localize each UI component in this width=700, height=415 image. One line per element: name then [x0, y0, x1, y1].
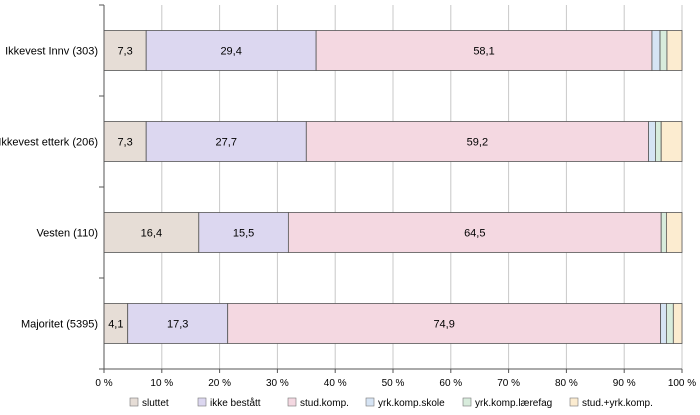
bar-segment [660, 303, 667, 344]
bar-segment [103, 212, 200, 253]
bar-segment [660, 212, 667, 253]
bar-segment [227, 303, 662, 344]
legend-label: yrk.komp.lærefag [475, 398, 552, 409]
legend-label: sluttet [142, 398, 169, 409]
bar-segment [660, 121, 683, 162]
x-tick-label: 100 % [668, 378, 696, 389]
category-label: Vesten (110) [36, 228, 98, 240]
bar-segment [127, 303, 229, 344]
x-tick-label: 70 % [497, 378, 520, 389]
bar-segment [659, 30, 668, 71]
legend-swatch [129, 397, 139, 407]
data-label: 59,2 [467, 137, 488, 149]
data-label: 64,5 [464, 228, 485, 240]
x-tick-label: 20 % [208, 378, 231, 389]
category-label: Ikkevest Innv (303) [5, 46, 98, 58]
bar-segment [666, 30, 683, 71]
x-tick-label: 30 % [266, 378, 289, 389]
x-tick-label: 0 % [95, 378, 112, 389]
bar-segment [198, 212, 289, 253]
data-label: 4,1 [108, 319, 123, 331]
bar-segment [305, 121, 649, 162]
bar-segment [315, 30, 653, 71]
x-tick-label: 50 % [382, 378, 405, 389]
bar-segment [145, 30, 317, 71]
legend-swatch [365, 397, 375, 407]
bar-segment [665, 212, 683, 253]
x-tick-label: 80 % [555, 378, 578, 389]
data-label: 7,3 [117, 46, 132, 58]
data-label: 29,4 [220, 46, 241, 58]
bar-segment [672, 303, 683, 344]
legend-label: ikke bestått [210, 397, 261, 409]
data-label: 7,3 [117, 137, 132, 149]
data-label: 17,3 [167, 319, 188, 331]
legend-label: yrk.komp.skole [378, 398, 445, 409]
data-label: 16,4 [141, 228, 162, 240]
legend-swatch [462, 397, 472, 407]
x-tick-label: 60 % [439, 378, 462, 389]
x-tick-label: 90 % [613, 378, 636, 389]
x-tick-label: 10 % [150, 378, 173, 389]
legend-swatch [287, 397, 297, 407]
axis-layer: Ikkevest Innv (303) Ikkevest etterk (206)… [0, 4, 696, 389]
bar-segment [651, 30, 661, 71]
data-label: 27,7 [216, 137, 237, 149]
legend-label: stud.komp. [300, 398, 349, 409]
bars-layer: 7,3 29,4 58,1 7,3 27,7 59,2 16,4 15,5 64,5 4,1 17,… [103, 30, 683, 344]
bar-segment [665, 303, 674, 344]
bar-segment [648, 121, 656, 162]
bar-segment [287, 212, 662, 253]
x-tick-label: 40 % [324, 378, 347, 389]
data-label: 15,5 [233, 228, 254, 240]
category-label: Ikkevest etterk (206) [0, 137, 98, 149]
data-label: 74,9 [433, 319, 454, 331]
legend-swatch [569, 397, 579, 407]
bar-segment [103, 30, 147, 71]
data-label: 58,1 [473, 46, 494, 58]
legend-label: stud.+yrk.komp. [582, 398, 653, 409]
bar-segment [655, 121, 662, 162]
legend-swatch [197, 397, 207, 407]
legend: sluttet ikke bestått stud.komp. yrk.komp.sk… [129, 397, 653, 409]
category-label: Majoritet (5395) [21, 319, 98, 331]
